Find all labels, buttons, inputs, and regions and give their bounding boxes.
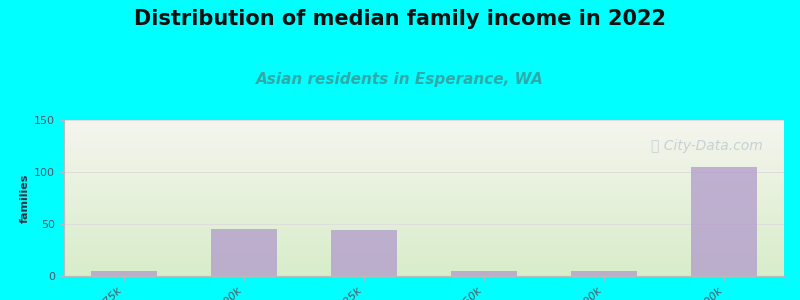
Text: Asian residents in Esperance, WA: Asian residents in Esperance, WA <box>256 72 544 87</box>
Text: Distribution of median family income in 2022: Distribution of median family income in … <box>134 9 666 29</box>
Bar <box>691 167 757 276</box>
Y-axis label: families: families <box>20 173 30 223</box>
Bar <box>331 230 397 276</box>
Bar <box>451 271 517 276</box>
Bar <box>211 229 277 276</box>
Bar <box>571 271 637 276</box>
Text: ⓘ City-Data.com: ⓘ City-Data.com <box>650 139 762 153</box>
Bar <box>91 271 157 276</box>
